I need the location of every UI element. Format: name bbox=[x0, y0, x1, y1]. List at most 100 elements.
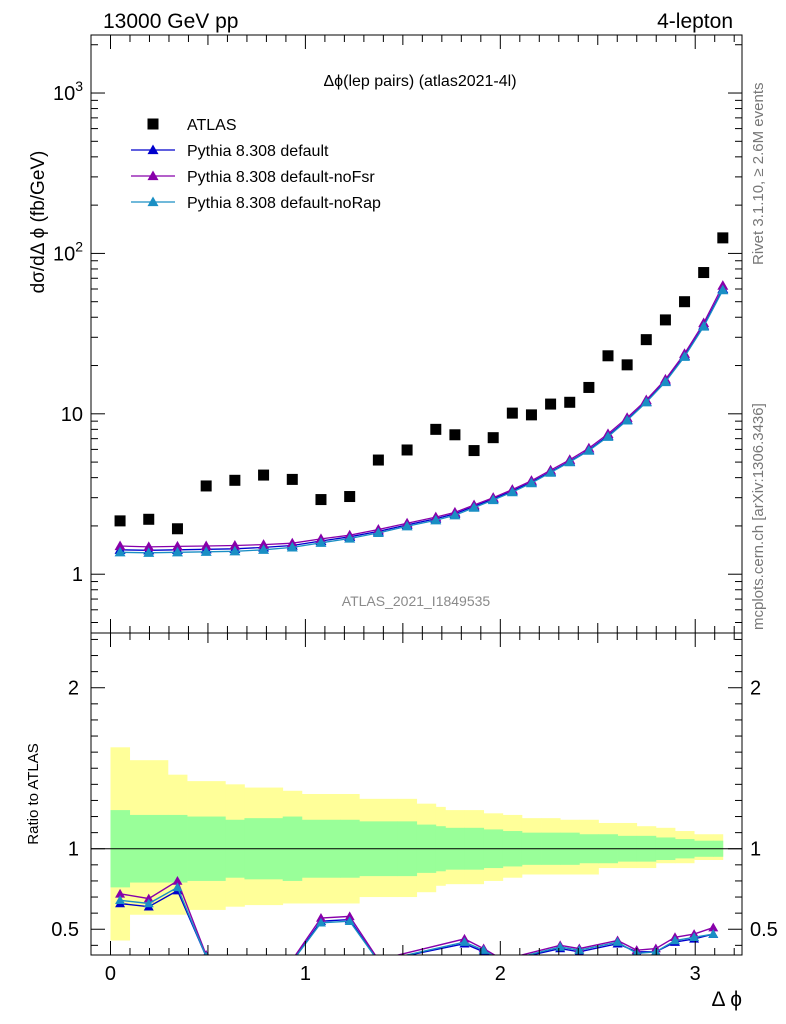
legend-label: ATLAS bbox=[187, 117, 237, 134]
mc-point-3 bbox=[659, 376, 671, 387]
data-point bbox=[621, 359, 633, 371]
ratio-point-0 bbox=[373, 956, 383, 965]
legend: ATLAS Pythia 8.308 default Pythia 8.308 de… bbox=[131, 117, 381, 212]
main-panel-ticks: 1 10 102 103 bbox=[53, 35, 742, 633]
ratio-y-tick-label: 0.5 bbox=[51, 919, 79, 941]
ratio-point-2 bbox=[574, 945, 585, 954]
mc-point-3 bbox=[602, 431, 614, 441]
legend-marker bbox=[147, 144, 159, 155]
ratio-point-2 bbox=[344, 916, 355, 925]
legend-marker bbox=[147, 196, 159, 207]
data-point bbox=[487, 432, 499, 444]
data-point bbox=[679, 296, 691, 308]
ratio-panel-frame bbox=[90, 632, 743, 956]
data-point bbox=[200, 480, 212, 492]
mc-line-1 bbox=[120, 288, 724, 551]
data-point bbox=[602, 350, 614, 362]
y-tick-label: 10 bbox=[61, 404, 83, 426]
rivet-version-label: Rivet 3.1.10, ≥ 2.6M events bbox=[750, 83, 767, 266]
mc-point-3 bbox=[315, 537, 327, 547]
data-point bbox=[468, 445, 480, 457]
data-point bbox=[525, 409, 537, 421]
ratio-point-2 bbox=[689, 932, 700, 942]
header-right-label: 4-lepton bbox=[657, 10, 733, 33]
data-point bbox=[717, 232, 729, 244]
mc-point-3 bbox=[487, 494, 499, 505]
mc-point-3 bbox=[171, 546, 183, 557]
mc-point-2 bbox=[229, 540, 241, 550]
analysis-watermark: ATLAS_2021_I1849535 bbox=[342, 593, 491, 609]
data-point bbox=[401, 444, 413, 456]
ratio-point-1 bbox=[230, 958, 240, 967]
ratio-point-1 bbox=[259, 963, 269, 972]
data-point bbox=[344, 491, 356, 503]
mc-point-3 bbox=[525, 477, 537, 488]
main-y-axis-label: dσ/dΔ ϕ (fb/GeV) bbox=[28, 151, 49, 294]
data-point bbox=[372, 454, 384, 466]
mc-point-3 bbox=[344, 532, 356, 543]
ratio-point-1 bbox=[315, 912, 326, 922]
legend-marker bbox=[147, 118, 159, 130]
legend-marker bbox=[147, 170, 159, 181]
mc-point-3 bbox=[430, 514, 442, 525]
ratio-point-1 bbox=[143, 893, 154, 903]
main-panel: 1 10 102 103 Δϕ(lep pairs) (atlas2021-4l) A… bbox=[28, 34, 743, 634]
ratio-point-2 bbox=[669, 935, 680, 945]
ratio-plot-area bbox=[91, 747, 742, 973]
mc-point-3 bbox=[229, 545, 241, 556]
mc-point-2 bbox=[114, 540, 126, 551]
ratio-point-1 bbox=[172, 875, 183, 885]
ratio-point-2 bbox=[373, 956, 383, 965]
ratio-point-2 bbox=[555, 941, 566, 951]
data-point bbox=[229, 474, 241, 486]
ratio-y-axis-label: Ratio to ATLAS bbox=[25, 743, 42, 844]
x-tick-label: 2 bbox=[495, 963, 506, 985]
ratio-panel: 0.5 0.5 1 1 2 2 0 1 2 3 Ratio to ATLAS Δ ϕ bbox=[25, 632, 778, 1011]
mc-point-3 bbox=[401, 520, 413, 531]
ratio-point-2 bbox=[612, 937, 623, 946]
mc-point-3 bbox=[640, 396, 652, 407]
ratio-y-tick-label-right: 2 bbox=[750, 678, 761, 700]
ratio-point-1 bbox=[115, 888, 126, 898]
x-axis-label: Δ ϕ bbox=[712, 988, 742, 1011]
mc-point-3 bbox=[583, 445, 595, 455]
header-left-label: 13000 GeV pp bbox=[103, 10, 238, 33]
ratio-point-2 bbox=[230, 960, 240, 969]
ratio-point-0 bbox=[259, 964, 269, 973]
data-point bbox=[171, 523, 183, 535]
ratio-y-tick-label-right: 1 bbox=[750, 839, 761, 861]
ratio-point-2 bbox=[459, 937, 470, 946]
data-point bbox=[583, 381, 595, 393]
ratio-y-tick-label: 1 bbox=[68, 839, 79, 861]
ratio-y-tick-label-right: 0.5 bbox=[750, 919, 778, 941]
mc-point-3 bbox=[449, 509, 461, 520]
ratio-point-1 bbox=[292, 954, 293, 955]
main-plot-area bbox=[114, 232, 729, 557]
mc-point-3 bbox=[698, 321, 710, 331]
ratio-point-1 bbox=[344, 911, 355, 921]
mc-point-3 bbox=[717, 284, 729, 295]
mc-point-3 bbox=[545, 467, 557, 477]
mc-point-3 bbox=[200, 546, 212, 556]
mc-point-3 bbox=[679, 351, 691, 361]
data-point bbox=[315, 494, 327, 506]
ratio-point-0 bbox=[230, 960, 240, 969]
ratio-point-2 bbox=[315, 917, 326, 927]
mc-point-3 bbox=[258, 544, 270, 554]
ratio-point-2 bbox=[143, 898, 154, 908]
data-point bbox=[659, 314, 671, 326]
legend-label: Pythia 8.308 default-noFsr bbox=[187, 169, 375, 186]
mc-point-2 bbox=[200, 540, 212, 551]
ratio-point-2 bbox=[287, 956, 297, 965]
data-point bbox=[114, 515, 126, 527]
legend-label: Pythia 8.308 default bbox=[187, 143, 329, 160]
mcplots-reference-label: mcplots.cern.ch [arXiv:1306.3436] bbox=[750, 403, 767, 630]
ratio-point-2 bbox=[259, 964, 269, 973]
mc-point-2 bbox=[143, 541, 155, 552]
mc-point-3 bbox=[564, 456, 576, 467]
y-tick-label: 102 bbox=[53, 238, 83, 265]
y-tick-label: 103 bbox=[53, 78, 83, 105]
ratio-point-1 bbox=[378, 954, 379, 955]
mc-point-2 bbox=[171, 540, 183, 551]
